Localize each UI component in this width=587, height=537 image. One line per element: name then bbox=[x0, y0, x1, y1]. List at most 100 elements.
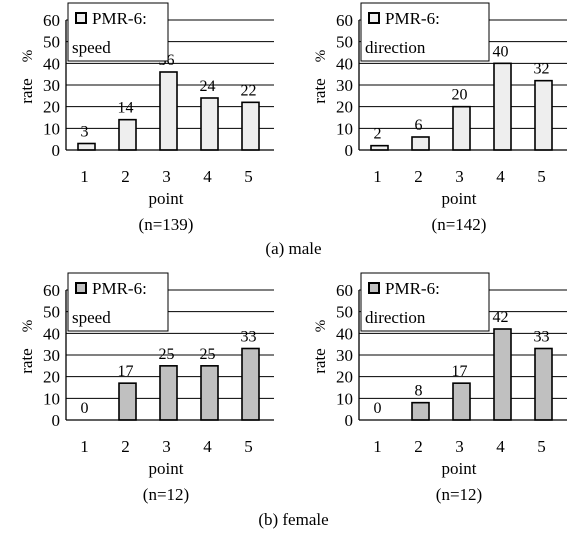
bar bbox=[200, 365, 219, 421]
y-axis-title: rate bbox=[310, 78, 329, 103]
bar bbox=[241, 347, 260, 421]
chart-female-speed: 010203040506001172253254335point(n=12)ra… bbox=[17, 272, 274, 504]
legend-title: PMR-6: bbox=[92, 9, 147, 28]
bar bbox=[534, 79, 553, 151]
x-tick-label: 2 bbox=[121, 437, 130, 456]
n-label: (n=139) bbox=[139, 215, 194, 234]
data-label: 42 bbox=[493, 309, 509, 326]
bar bbox=[452, 105, 471, 151]
y-tick-label: 10 bbox=[43, 119, 60, 138]
y-tick-label: 40 bbox=[336, 54, 353, 73]
y-tick-label: 50 bbox=[43, 33, 60, 52]
data-label: 0 bbox=[374, 400, 382, 417]
y-tick-label: 60 bbox=[43, 281, 60, 300]
chart-male-speed: 010203040506031142363244225point(n=139)r… bbox=[17, 2, 274, 234]
y-tick-label: 60 bbox=[336, 11, 353, 30]
y-axis-title: rate bbox=[17, 348, 36, 373]
bar bbox=[452, 382, 471, 421]
y-axis-title: rate bbox=[17, 78, 36, 103]
data-label: 17 bbox=[118, 363, 134, 380]
data-label: 6 bbox=[415, 117, 423, 134]
y-tick-label: 10 bbox=[43, 389, 60, 408]
data-label: 14 bbox=[118, 100, 134, 117]
x-axis-title: point bbox=[442, 459, 477, 478]
legend-title: PMR-6: bbox=[92, 279, 147, 298]
y-tick-label: 0 bbox=[345, 411, 354, 430]
x-tick-label: 1 bbox=[80, 437, 89, 456]
n-label: (n=142) bbox=[432, 215, 487, 234]
data-label: 33 bbox=[241, 329, 257, 346]
x-tick-label: 3 bbox=[162, 437, 171, 456]
data-label: 3 bbox=[81, 124, 89, 141]
data-label: 32 bbox=[534, 61, 550, 78]
legend-subtitle: speed bbox=[72, 308, 111, 327]
legend-swatch bbox=[75, 12, 87, 24]
y-tick-label: 30 bbox=[43, 346, 60, 365]
bar bbox=[534, 347, 553, 421]
y-axis-title: rate bbox=[310, 348, 329, 373]
legend-subtitle: direction bbox=[365, 38, 426, 57]
x-axis-title: point bbox=[442, 189, 477, 208]
y-tick-label: 20 bbox=[336, 98, 353, 117]
y-tick-label: 40 bbox=[336, 324, 353, 343]
bar bbox=[200, 97, 219, 151]
x-axis-title: point bbox=[149, 459, 184, 478]
bar bbox=[159, 365, 178, 421]
chart-male-direction: 0 10 20 30 40 50 60 2 1 6 2 20 3 40 4 32 5 point (n=142) ra… bbox=[310, 2, 567, 234]
bar bbox=[118, 118, 137, 151]
bar bbox=[159, 71, 178, 151]
x-tick-label: 3 bbox=[162, 167, 171, 186]
data-label: 24 bbox=[200, 78, 216, 95]
y-tick-label: 20 bbox=[336, 368, 353, 387]
y-tick-label: 0 bbox=[345, 141, 354, 160]
data-label: 20 bbox=[452, 87, 468, 104]
x-tick-label: 2 bbox=[414, 167, 423, 186]
data-label: 40 bbox=[493, 43, 509, 60]
data-label: 22 bbox=[241, 82, 257, 99]
caption-female: (b) female bbox=[258, 510, 329, 529]
data-label: 0 bbox=[81, 400, 89, 417]
caption-male: (a) male bbox=[265, 239, 322, 258]
x-tick-label: 1 bbox=[373, 437, 382, 456]
x-tick-label: 4 bbox=[496, 167, 505, 186]
data-label: 17 bbox=[452, 363, 468, 380]
bar bbox=[493, 328, 512, 421]
y-tick-label: 10 bbox=[336, 389, 353, 408]
data-label: 2 bbox=[374, 126, 382, 143]
x-tick-label: 4 bbox=[496, 437, 505, 456]
legend-swatch bbox=[75, 282, 87, 294]
bar bbox=[241, 101, 260, 151]
x-tick-label: 5 bbox=[244, 437, 253, 456]
legend-subtitle: speed bbox=[72, 38, 111, 57]
bar bbox=[77, 142, 96, 151]
y-tick-label: 50 bbox=[336, 33, 353, 52]
y-tick-label: 60 bbox=[43, 11, 60, 30]
y-tick-label: 60 bbox=[336, 281, 353, 300]
x-axis-title: point bbox=[149, 189, 184, 208]
y-tick-label: 40 bbox=[43, 54, 60, 73]
y-tick-label: 0 bbox=[52, 411, 61, 430]
chart-female-direction: 01020304050600182173424335point(n=12)rat… bbox=[310, 272, 567, 504]
bar bbox=[411, 136, 430, 151]
y-tick-label: 50 bbox=[336, 303, 353, 322]
y-tick-label: 30 bbox=[336, 76, 353, 95]
y-axis-unit: % bbox=[313, 320, 329, 333]
y-tick-label: 30 bbox=[336, 346, 353, 365]
legend-swatch bbox=[368, 12, 380, 24]
n-label: (n=12) bbox=[143, 485, 189, 504]
legend-title: PMR-6: bbox=[385, 9, 440, 28]
x-tick-label: 1 bbox=[373, 167, 382, 186]
legend-box bbox=[360, 272, 490, 332]
data-label: 8 bbox=[415, 383, 423, 400]
legend-swatch bbox=[368, 282, 380, 294]
y-tick-label: 50 bbox=[43, 303, 60, 322]
legend-box bbox=[360, 2, 490, 62]
n-label: (n=12) bbox=[436, 485, 482, 504]
data-label: 25 bbox=[159, 346, 175, 363]
bar bbox=[118, 382, 137, 421]
legend-title: PMR-6: bbox=[385, 279, 440, 298]
data-label: 33 bbox=[534, 329, 550, 346]
y-tick-label: 20 bbox=[43, 98, 60, 117]
y-tick-label: 0 bbox=[52, 141, 61, 160]
